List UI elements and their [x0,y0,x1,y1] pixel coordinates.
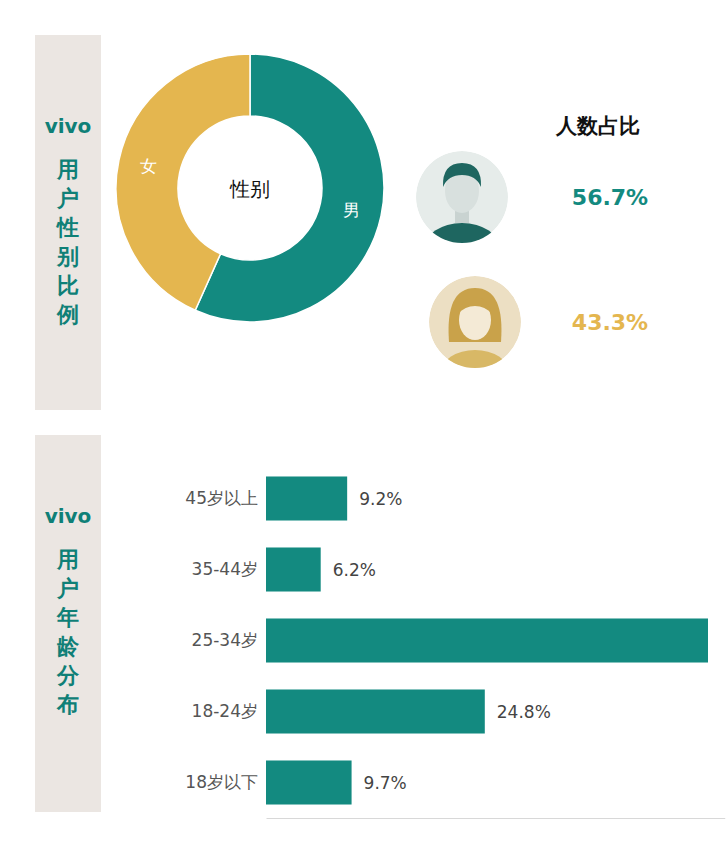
title-panel [35,35,101,410]
avatar-female [429,276,521,394]
bar [266,689,485,733]
slice-label: 女 [140,156,157,176]
donut: 男 女性别 [116,54,384,322]
y-tick-label: 35-44岁 [192,559,258,579]
bar [266,618,708,662]
data-label: 9.2% [359,489,402,509]
y-tick: 18岁以下 [185,772,266,792]
data-label: 43.3% [572,310,648,335]
y-tick: 45岁以上 [185,488,266,508]
center-label: 性别 [229,177,270,201]
value-header: 人数占比 [555,114,640,138]
bars [266,476,708,804]
data-label: 9.7% [364,773,407,793]
chart-title: vivo用户年龄分布 [45,504,92,717]
y-tick-label: 18-24岁 [192,701,258,721]
y-tick-label: 45岁以上 [185,488,258,508]
data-label: 6.2% [333,560,376,580]
y-tick: 18-24岁 [192,701,266,721]
y-tick-label: 25-34岁 [192,630,258,650]
canvas: vivo用户性别比例 男 女性别 人数占比 56.7% 43.3% vivo用户年龄分布 45… [0,0,727,860]
avatar-male [416,151,508,275]
data-label: 56.7% [572,185,648,210]
data-label: 24.8% [497,702,551,722]
y-axis: 45岁以上 35-44岁 25-34岁 18-24岁 18岁以下 [185,488,266,792]
title-panel [35,435,101,812]
chart-title: vivo用户性别比例 [45,114,92,327]
x-axis-line [267,818,726,819]
y-tick: 25-34岁 [192,630,266,650]
slice-label: 男 [343,200,360,220]
y-tick-label: 18岁以下 [185,772,258,792]
x-axis [267,818,726,819]
y-tick: 35-44岁 [192,559,266,579]
bar [266,547,321,591]
bar [266,476,347,520]
bar [266,760,352,804]
